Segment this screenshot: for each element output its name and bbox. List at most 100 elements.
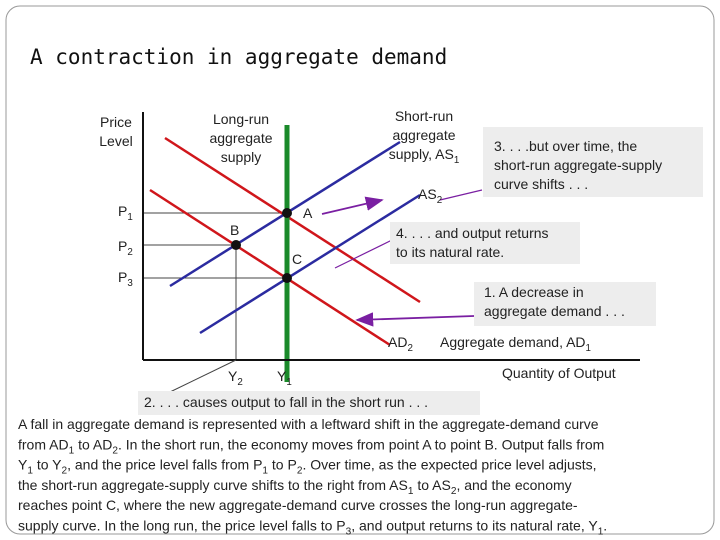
annotation: to its natural rate. xyxy=(396,244,504,260)
text-segment: , and output returns to its natural rate… xyxy=(351,517,598,533)
text-segment: AS xyxy=(418,186,437,202)
curve-label: Aggregate demand, AD1 xyxy=(440,334,591,354)
diagram xyxy=(142,112,640,393)
subscript: 1 xyxy=(408,486,414,497)
subscript: 1 xyxy=(262,466,268,477)
subscript: 2 xyxy=(237,377,242,388)
point-c xyxy=(282,273,292,283)
text-segment: . xyxy=(603,517,607,533)
point-b xyxy=(231,240,241,250)
subscript: 1 xyxy=(69,445,75,456)
text-segment: to AS xyxy=(413,477,450,493)
paragraph-line: supply curve. In the long run, the price… xyxy=(18,517,607,537)
text-segment: aggregate xyxy=(392,127,455,143)
text-segment: . In the short run, the economy moves fr… xyxy=(118,436,604,452)
annotation: short-run aggregate-supply xyxy=(494,157,662,173)
text-segment: 2. . . . causes output to fall in the sh… xyxy=(144,394,428,410)
as2-curve xyxy=(199,193,421,335)
paragraph-line: Y1 to Y2, and the price level falls from… xyxy=(18,456,597,476)
x-axis-label: Quantity of Output xyxy=(502,365,616,381)
price-label: P1 xyxy=(118,203,133,223)
curve-label: supply xyxy=(221,149,261,165)
text-segment: Long-run xyxy=(213,111,269,127)
curve-label: AS2 xyxy=(418,186,442,206)
subscript: 3 xyxy=(346,527,352,538)
subscript: 2 xyxy=(437,195,442,206)
arrow xyxy=(321,196,384,215)
text-segment: P xyxy=(118,203,127,219)
ad1-curve xyxy=(164,136,421,304)
text-segment: P xyxy=(118,269,127,285)
curve-label: supply, AS1 xyxy=(389,146,460,166)
text-segment: supply, AS xyxy=(389,146,454,162)
output-label: Y1 xyxy=(277,368,292,388)
text-segment: Y xyxy=(277,368,287,384)
text-segment: B xyxy=(230,222,239,238)
annotation: 2. . . . causes output to fall in the sh… xyxy=(144,394,428,410)
text-segment: . Over time, as the expected price level… xyxy=(302,456,596,472)
paragraph-line: reaches point C, where the new aggregate… xyxy=(18,497,578,513)
text-segment: from AD xyxy=(18,436,69,452)
price-label: P2 xyxy=(118,238,133,258)
paragraph-line: from AD1 to AD2. In the short run, the e… xyxy=(18,436,604,456)
text-segment: A fall in aggregate demand is represente… xyxy=(18,416,599,432)
paragraph-line: A fall in aggregate demand is represente… xyxy=(18,416,599,432)
curve-label: Short-run xyxy=(395,108,453,124)
pointer-line xyxy=(439,189,483,201)
text-segment: to P xyxy=(268,456,297,472)
text-segment: P xyxy=(118,238,127,254)
text-segment: aggregate demand . . . xyxy=(484,303,625,319)
point-label: A xyxy=(303,205,313,221)
text-segment: A xyxy=(303,205,313,221)
text-segment: short-run aggregate-supply xyxy=(494,157,662,173)
text-segment: 1. A decrease in xyxy=(484,284,584,300)
subscript: 1 xyxy=(454,155,459,166)
y-axis-label: Level xyxy=(99,133,132,149)
price-label: P3 xyxy=(118,269,133,289)
annotation: aggregate demand . . . xyxy=(484,303,625,319)
text-segment: Short-run xyxy=(395,108,453,124)
subscript: 3 xyxy=(127,278,133,289)
text-segment: to its natural rate. xyxy=(396,244,504,260)
text-segment: to Y xyxy=(33,456,62,472)
arrow xyxy=(355,312,475,327)
subscript: 2 xyxy=(127,247,132,258)
text-segment: the short-run aggregate-supply curve shi… xyxy=(18,477,408,493)
text-segment: , and the price level falls from P xyxy=(67,456,262,472)
text-segment: Y xyxy=(18,456,28,472)
point-label: B xyxy=(230,222,239,238)
point-a xyxy=(282,208,292,218)
y-axis-label: Price xyxy=(100,114,132,130)
subscript: 2 xyxy=(407,343,412,354)
curve-label: AD2 xyxy=(388,334,413,354)
text-segment: aggregate xyxy=(209,130,272,146)
annotation: 4. . . . and output returns xyxy=(396,225,549,241)
text-segment: curve shifts . . . xyxy=(494,176,588,192)
point-label: C xyxy=(292,251,302,267)
text-segment: Y xyxy=(228,368,238,384)
text-segment: Level xyxy=(99,133,132,149)
annotation-box xyxy=(138,391,480,415)
text-segment: Price xyxy=(100,114,132,130)
paragraph-line: the short-run aggregate-supply curve shi… xyxy=(18,477,572,497)
text-segment: Aggregate demand, AD xyxy=(440,334,586,350)
curve-label: aggregate xyxy=(209,130,272,146)
text-segment: Quantity of Output xyxy=(502,365,616,381)
output-label: Y2 xyxy=(228,368,243,388)
subscript: 1 xyxy=(598,527,604,538)
subscript: 2 xyxy=(297,466,303,477)
subscript: 1 xyxy=(586,343,591,354)
annotation: 1. A decrease in xyxy=(484,284,584,300)
annotation-box xyxy=(390,222,580,264)
text-segment: reaches point C, where the new aggregate… xyxy=(18,497,578,513)
annotation: 3. . . .but over time, the xyxy=(494,138,637,154)
curve-label: aggregate xyxy=(392,127,455,143)
slide-title: A contraction in aggregate demand xyxy=(30,45,447,69)
subscript: 1 xyxy=(286,377,291,388)
text-segment: supply xyxy=(221,149,261,165)
annotation-box xyxy=(474,282,656,326)
subscript: 2 xyxy=(451,486,457,497)
subscript: 2 xyxy=(62,466,68,477)
